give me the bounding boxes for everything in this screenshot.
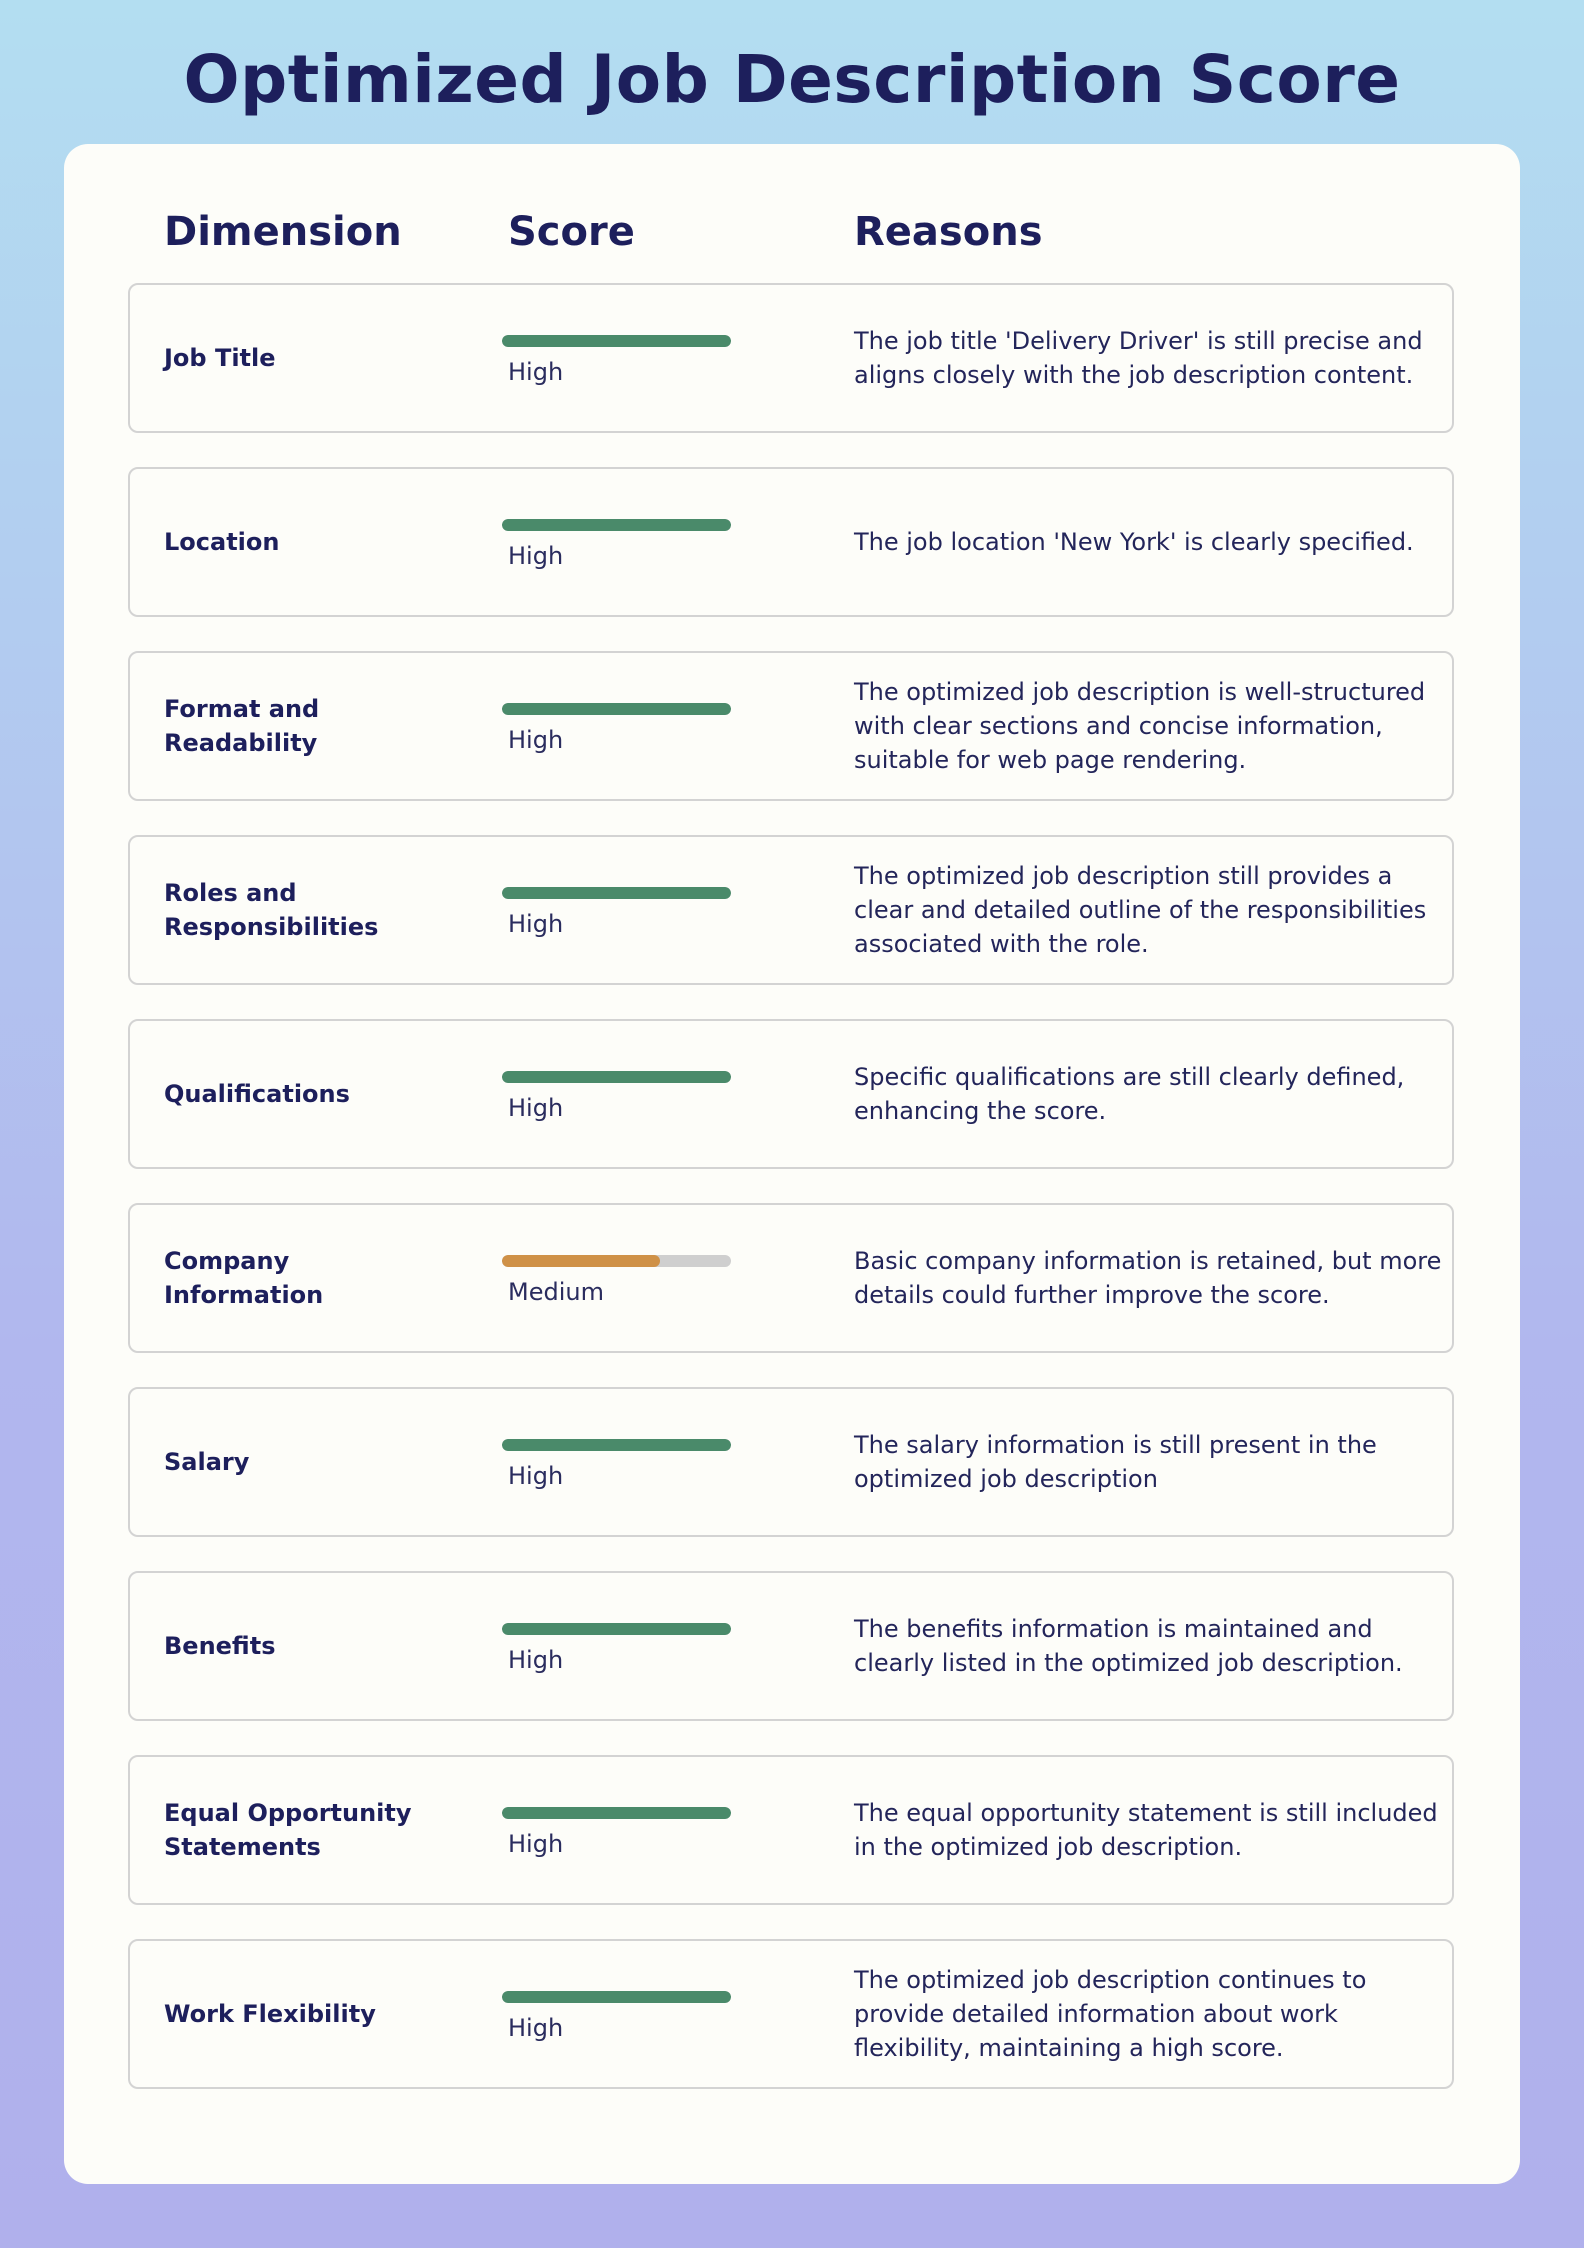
reason-text: Specific qualifications are still clearl… (854, 1063, 1405, 1125)
score-bar-fill (502, 1623, 731, 1635)
reason-text: The job title 'Delivery Driver' is still… (854, 327, 1423, 389)
score-bar-fill (502, 519, 731, 531)
score-bar-fill (502, 887, 731, 899)
score-bar (502, 703, 731, 715)
table-row: Salary High The salary information is st… (128, 1387, 1454, 1537)
score-bar (502, 1071, 731, 1083)
dimension-label: Job Title (164, 344, 276, 372)
score-bar-fill (502, 1255, 660, 1267)
score-bar-fill (502, 1439, 731, 1451)
dimension-label: Company Information (164, 1247, 324, 1309)
table-row: Equal Opportunity Statements High The eq… (128, 1755, 1454, 1905)
dimension-label: Qualifications (164, 1080, 350, 1108)
score-level: High (508, 542, 564, 570)
score-bar-fill (502, 1807, 731, 1819)
header-reasons: Reasons (854, 209, 1043, 255)
table-row: Qualifications High Specific qualificati… (128, 1019, 1454, 1169)
table-row: Company Information Medium Basic company… (128, 1203, 1454, 1353)
header-score: Score (508, 209, 635, 255)
score-bar (502, 335, 731, 347)
dimension-label: Salary (164, 1448, 250, 1476)
dimension-label: Format and Readability (164, 695, 320, 757)
score-level: High (508, 910, 564, 938)
score-bar (502, 1807, 731, 1819)
score-bar (502, 1991, 731, 2003)
reason-text: The optimized job description is well-st… (854, 678, 1426, 774)
score-bar-fill (502, 1071, 731, 1083)
table-row: Job Title High The job title 'Delivery D… (128, 283, 1454, 433)
reason-text: The equal opportunity statement is still… (854, 1799, 1438, 1861)
table-header: Dimension Score Reasons (0, 200, 1584, 264)
table-row: Location High The job location 'New York… (128, 467, 1454, 617)
score-bar-fill (502, 335, 731, 347)
score-level: High (508, 726, 564, 754)
dimension-label: Equal Opportunity Statements (164, 1799, 412, 1861)
dimension-label: Work Flexibility (164, 2000, 376, 2028)
score-level: High (508, 1094, 564, 1122)
reason-text: The benefits information is maintained a… (854, 1615, 1403, 1677)
page-title: Optimized Job Description Score (183, 41, 1401, 118)
dimension-label: Benefits (164, 1632, 276, 1660)
reason-text: The optimized job description continues … (854, 1966, 1367, 2062)
score-level: High (508, 1646, 564, 1674)
score-level: High (508, 358, 564, 386)
dimension-label: Roles and Responsibilities (164, 879, 379, 941)
score-bar-fill (502, 703, 731, 715)
score-bar-fill (502, 1991, 731, 2003)
reason-text: The salary information is still present … (854, 1431, 1377, 1493)
reason-text: The job location 'New York' is clearly s… (854, 528, 1414, 556)
score-level: High (508, 1462, 564, 1490)
table-row: Work Flexibility High The optimized job … (128, 1939, 1454, 2089)
score-level: High (508, 1830, 564, 1858)
score-bar (502, 519, 731, 531)
score-level: High (508, 2014, 564, 2042)
score-bar (502, 887, 731, 899)
header-dimension: Dimension (164, 209, 402, 255)
reason-text: Basic company information is retained, b… (854, 1247, 1442, 1309)
score-bar (502, 1439, 731, 1451)
score-level: Medium (508, 1278, 604, 1306)
reason-text: The optimized job description still prov… (854, 862, 1427, 958)
table-row: Roles and Responsibilities High The opti… (128, 835, 1454, 985)
score-bar (502, 1623, 731, 1635)
table-row: Benefits High The benefits information i… (128, 1571, 1454, 1721)
score-bar (502, 1255, 731, 1267)
table-row: Format and Readability High The optimize… (128, 651, 1454, 801)
dimension-label: Location (164, 528, 280, 556)
